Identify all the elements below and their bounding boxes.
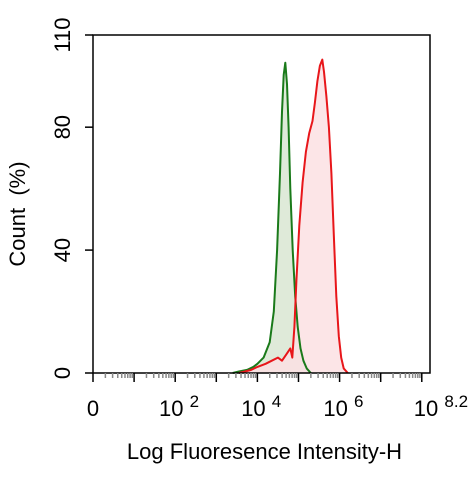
x-tick-label: 10 4 [241, 392, 281, 421]
x-tick-label: 10 2 [159, 392, 199, 421]
x-tick-label: 0 [87, 396, 99, 421]
series-fill-1 [238, 59, 348, 373]
y-axis: 0 40 80 110 [50, 17, 93, 379]
x-axis: 0 10 2 10 4 10 6 10 8.2 [87, 373, 468, 421]
series-fills [232, 59, 348, 373]
series-lines [232, 58, 349, 374]
x-tick-label: 10 6 [323, 392, 363, 421]
series-line-1 [238, 58, 349, 374]
x-axis-label: Log Fluoresence Intensity-H [127, 439, 402, 464]
y-tick-label: 80 [50, 115, 75, 139]
plot-frame [92, 34, 431, 374]
series-line-0 [232, 61, 312, 374]
y-axis-label: Count (%) [5, 161, 30, 266]
y-tick-label: 110 [50, 17, 75, 52]
series-fill-0 [232, 62, 311, 373]
x-tick-label: 10 8.2 [414, 392, 468, 421]
y-tick-label: 0 [50, 367, 75, 379]
y-tick-label: 40 [50, 238, 75, 262]
